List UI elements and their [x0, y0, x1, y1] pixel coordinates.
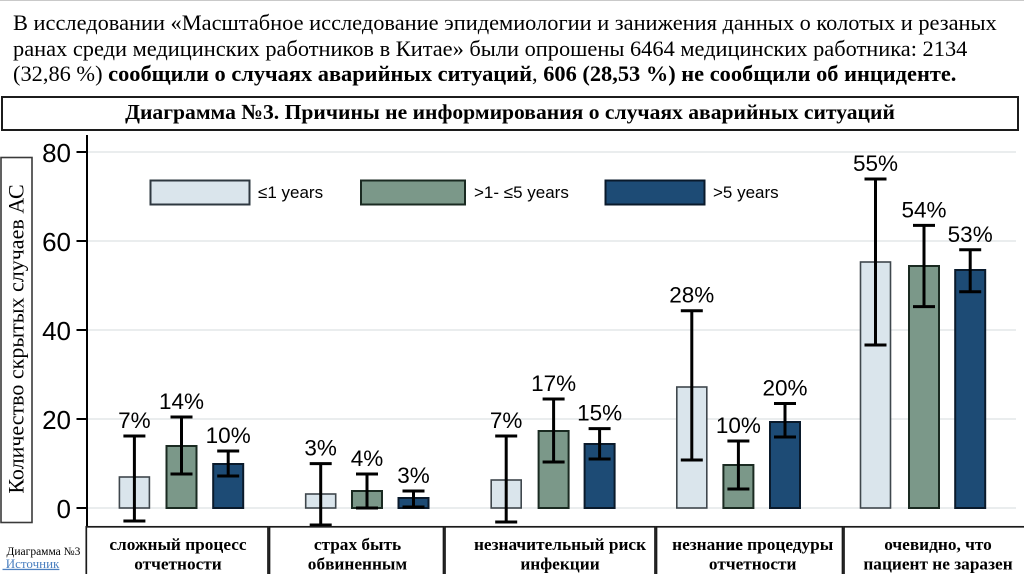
- svg-text:7%: 7%: [118, 408, 151, 433]
- svg-text:10%: 10%: [716, 413, 761, 438]
- svg-text:55%: 55%: [853, 151, 898, 176]
- svg-text:>5 years: >5 years: [713, 183, 779, 202]
- svg-text:15%: 15%: [577, 401, 622, 426]
- svg-text:80: 80: [42, 138, 71, 168]
- svg-text:20: 20: [42, 405, 71, 435]
- svg-text:0: 0: [57, 494, 71, 524]
- svg-text:>1- ≤5 years: >1- ≤5 years: [474, 183, 569, 202]
- svg-text:Источник: Источник: [3, 556, 61, 571]
- svg-text:53%: 53%: [948, 222, 993, 247]
- svg-text:очевидно, что: очевидно, что: [884, 535, 992, 554]
- svg-text:10%: 10%: [206, 423, 251, 448]
- svg-text:28%: 28%: [669, 283, 714, 308]
- svg-text:незнание процедуры: незнание процедуры: [672, 535, 834, 554]
- svg-text:обвиненным: обвиненным: [308, 554, 408, 573]
- svg-text:20%: 20%: [762, 376, 807, 401]
- svg-text:страх быть: страх быть: [314, 535, 401, 554]
- svg-text:60: 60: [42, 227, 71, 257]
- svg-text:отчетности: отчетности: [709, 554, 797, 573]
- svg-text:3%: 3%: [304, 436, 337, 461]
- svg-text:отчетности: отчетности: [134, 554, 222, 573]
- svg-text:Диаграмма №3: Диаграмма №3: [7, 546, 81, 558]
- svg-text:инфекции: инфекции: [520, 554, 599, 573]
- svg-text:3%: 3%: [397, 463, 430, 488]
- svg-text:40: 40: [42, 316, 71, 346]
- svg-text:незначительный риск: незначительный риск: [474, 535, 646, 554]
- svg-text:Количество скрытых случаев АС: Количество скрытых случаев АС: [4, 184, 29, 493]
- svg-text:54%: 54%: [901, 197, 946, 222]
- svg-text:≤1 years: ≤1 years: [258, 183, 323, 202]
- svg-text:7%: 7%: [490, 408, 523, 433]
- svg-text:17%: 17%: [531, 371, 576, 396]
- svg-text:сложный процесс: сложный процесс: [109, 535, 247, 554]
- svg-text:4%: 4%: [351, 446, 384, 471]
- svg-text:14%: 14%: [159, 389, 204, 414]
- svg-text:пациент не заразен: пациент не заразен: [863, 554, 1012, 573]
